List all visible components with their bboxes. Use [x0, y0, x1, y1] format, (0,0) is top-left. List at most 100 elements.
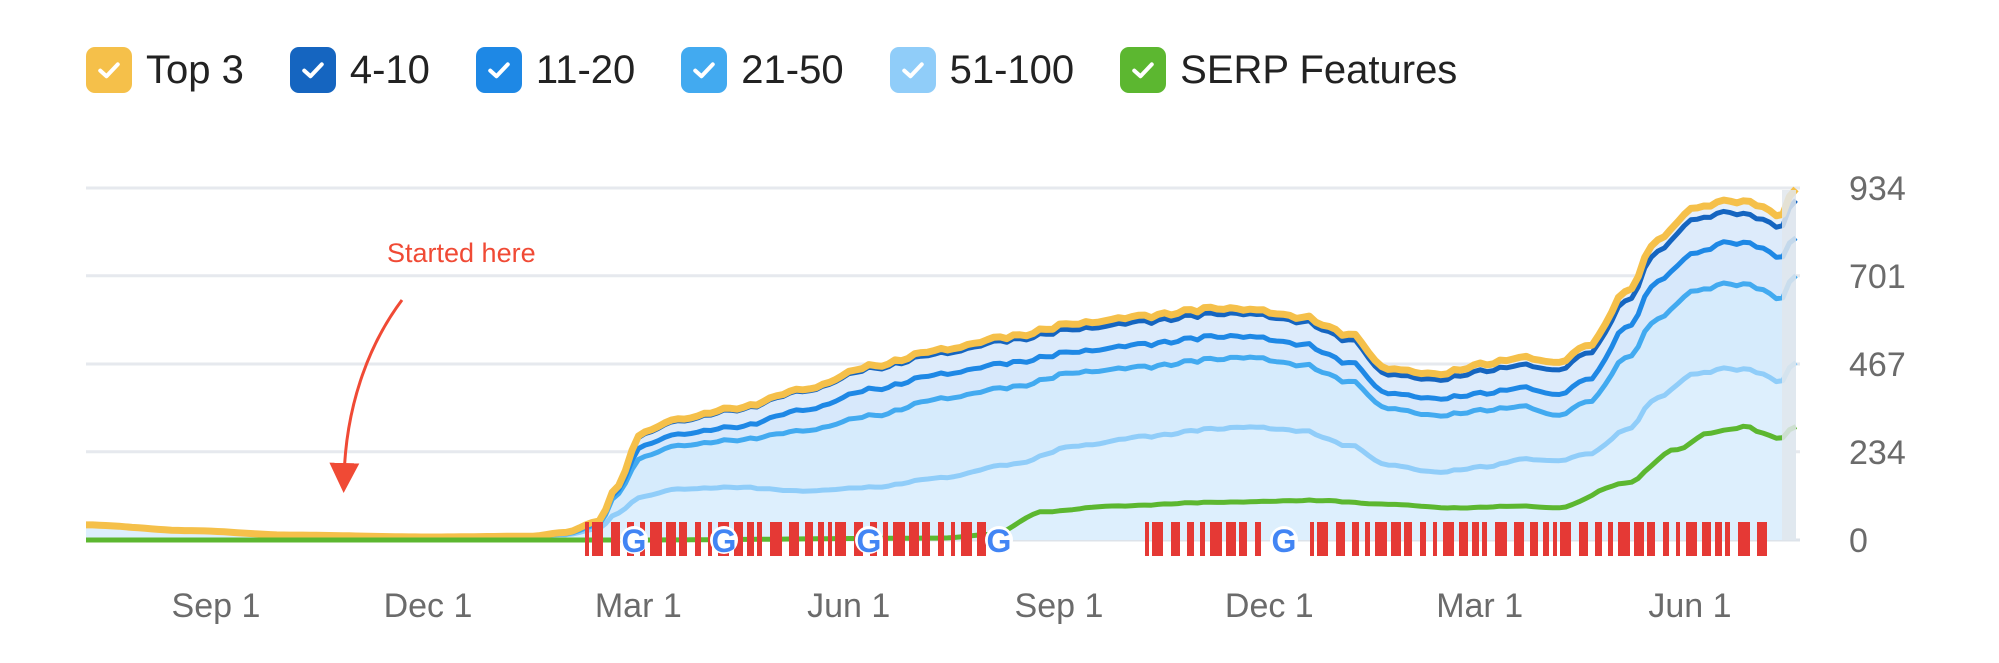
- update-flag[interactable]: [1255, 522, 1261, 556]
- y-tick-label: 701: [1849, 258, 1906, 296]
- update-flag[interactable]: [1365, 522, 1370, 556]
- update-flag[interactable]: [1553, 522, 1557, 556]
- update-flag[interactable]: [828, 522, 832, 556]
- update-flag[interactable]: [1210, 522, 1222, 556]
- update-flag[interactable]: [893, 522, 905, 556]
- update-flag[interactable]: [1145, 522, 1149, 556]
- update-flag[interactable]: [1738, 522, 1750, 556]
- update-flag[interactable]: [1686, 522, 1697, 556]
- legend-label: 11-20: [535, 47, 636, 92]
- update-flag[interactable]: [1618, 522, 1630, 556]
- google-icon[interactable]: G: [710, 523, 738, 559]
- legend-item-21-50[interactable]: 21-50: [681, 47, 844, 93]
- update-flag[interactable]: [1725, 522, 1730, 556]
- update-flag[interactable]: [977, 522, 986, 556]
- update-flag[interactable]: [1433, 522, 1437, 556]
- update-flag[interactable]: [922, 522, 930, 556]
- update-flag[interactable]: [666, 522, 676, 556]
- legend-label: 51-100: [949, 47, 1075, 92]
- update-flag[interactable]: [1336, 522, 1345, 556]
- update-flag[interactable]: [1663, 522, 1669, 556]
- checkbox-checked-icon[interactable]: [289, 47, 336, 93]
- update-flag[interactable]: [592, 522, 603, 556]
- update-flag[interactable]: [1647, 522, 1655, 556]
- update-flag[interactable]: [938, 522, 944, 556]
- update-flag[interactable]: [1404, 522, 1412, 556]
- legend-item-51-100[interactable]: 51-100: [889, 47, 1075, 93]
- update-flag[interactable]: [883, 522, 888, 556]
- legend-label: 21-50: [741, 47, 844, 92]
- series-line: [86, 186, 1799, 541]
- update-flag[interactable]: [1310, 522, 1314, 556]
- update-flag[interactable]: [1482, 522, 1487, 556]
- update-flag[interactable]: [835, 522, 846, 556]
- svg-text:G: G: [1272, 523, 1297, 559]
- update-flag[interactable]: [1676, 522, 1680, 556]
- update-flag[interactable]: [1420, 522, 1426, 556]
- update-flag[interactable]: [1239, 522, 1247, 556]
- update-flag[interactable]: [747, 522, 754, 556]
- update-flag[interactable]: [818, 522, 824, 556]
- legend-item-top-3[interactable]: Top 3: [86, 47, 244, 93]
- update-flag[interactable]: [1152, 522, 1163, 556]
- google-icon[interactable]: G: [985, 523, 1013, 559]
- update-flag[interactable]: [961, 522, 972, 556]
- update-flag[interactable]: [805, 522, 813, 556]
- update-flag[interactable]: [1608, 522, 1613, 556]
- update-flag[interactable]: [1579, 522, 1588, 556]
- update-flag[interactable]: [1514, 522, 1524, 556]
- update-flag[interactable]: [909, 522, 919, 556]
- update-flag[interactable]: [1543, 522, 1549, 556]
- checkbox-checked-icon[interactable]: [1120, 47, 1167, 93]
- update-flag[interactable]: [585, 522, 589, 556]
- update-flag[interactable]: [1459, 522, 1468, 556]
- checkbox-checked-icon[interactable]: [475, 47, 522, 93]
- update-flag[interactable]: [1187, 522, 1194, 556]
- annotation: Started here: [329, 238, 536, 493]
- update-flag[interactable]: [1595, 522, 1602, 556]
- update-flag[interactable]: [734, 522, 743, 556]
- update-flag[interactable]: [1317, 522, 1328, 556]
- update-flag[interactable]: [1352, 522, 1359, 556]
- update-flag[interactable]: [951, 522, 955, 556]
- y-axis-ticks: 0 234 467 701 934: [1849, 170, 1906, 560]
- update-flag[interactable]: [1472, 522, 1479, 556]
- legend-item-serp-features[interactable]: SERP Features: [1120, 47, 1457, 93]
- checkbox-checked-icon[interactable]: [681, 47, 728, 93]
- update-flag[interactable]: [1443, 522, 1454, 556]
- update-flag[interactable]: [1757, 522, 1767, 556]
- update-flag[interactable]: [1702, 522, 1711, 556]
- update-flag[interactable]: [1495, 522, 1507, 556]
- update-flag[interactable]: [770, 522, 782, 556]
- google-icon[interactable]: G: [855, 523, 883, 559]
- update-flag[interactable]: [708, 522, 712, 556]
- svg-text:G: G: [987, 523, 1012, 559]
- update-flag[interactable]: [1634, 522, 1644, 556]
- google-icon[interactable]: G: [620, 523, 648, 559]
- x-tick-label: Sep 1: [1015, 587, 1104, 625]
- google-icon[interactable]: G: [1270, 523, 1298, 559]
- update-flag[interactable]: [757, 522, 762, 556]
- update-flag[interactable]: [650, 522, 662, 556]
- checkbox-checked-icon[interactable]: [889, 47, 936, 93]
- update-flag[interactable]: [1375, 522, 1387, 556]
- update-flag[interactable]: [1200, 522, 1205, 556]
- update-flag[interactable]: [1171, 522, 1180, 556]
- update-flag[interactable]: [611, 522, 620, 556]
- legend-item-11-20[interactable]: 11-20: [475, 47, 636, 93]
- checkbox-checked-icon[interactable]: [86, 47, 132, 93]
- update-flag[interactable]: [1530, 522, 1538, 556]
- update-flag[interactable]: [1391, 522, 1401, 556]
- legend-item-4-10[interactable]: 4-10: [289, 47, 430, 93]
- update-flag[interactable]: [1560, 522, 1571, 556]
- update-flag[interactable]: [695, 522, 701, 556]
- update-flag[interactable]: [1715, 522, 1722, 556]
- legend-label: SERP Features: [1180, 47, 1458, 92]
- legend-label: Top 3: [146, 47, 244, 92]
- update-flag[interactable]: [1226, 522, 1236, 556]
- update-flag[interactable]: [679, 522, 687, 556]
- y-tick-label: 934: [1849, 170, 1906, 208]
- update-flag[interactable]: [789, 522, 799, 556]
